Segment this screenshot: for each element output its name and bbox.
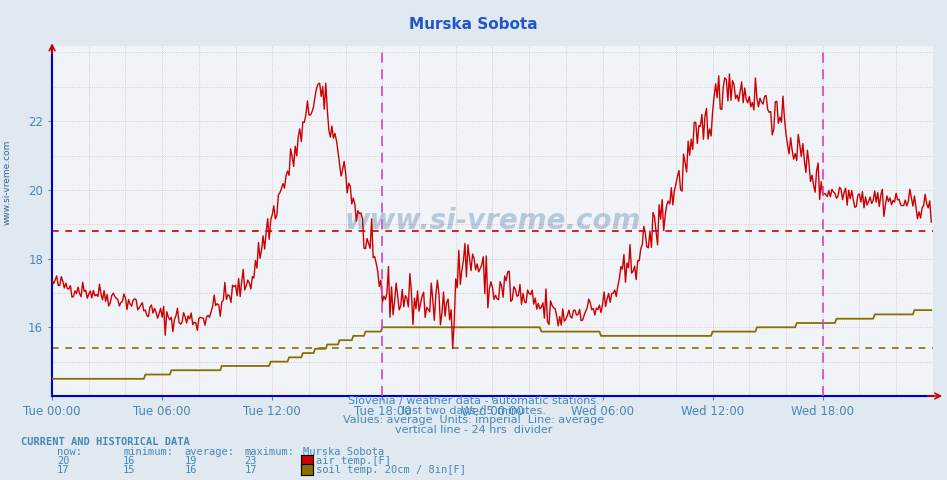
Text: Slovenia / weather data - automatic stations.: Slovenia / weather data - automatic stat… — [348, 396, 599, 406]
Text: 16: 16 — [185, 465, 197, 475]
Text: www.si-vreme.com: www.si-vreme.com — [3, 140, 12, 225]
Text: 16: 16 — [123, 456, 135, 466]
Text: Murska Sobota: Murska Sobota — [303, 446, 384, 456]
Text: 17: 17 — [57, 465, 69, 475]
Text: average:: average: — [185, 446, 235, 456]
Text: now:: now: — [57, 446, 81, 456]
Text: 19: 19 — [185, 456, 197, 466]
Text: last two days / 5 minutes.: last two days / 5 minutes. — [402, 406, 545, 416]
Text: maximum:: maximum: — [244, 446, 295, 456]
Text: 15: 15 — [123, 465, 135, 475]
Text: CURRENT AND HISTORICAL DATA: CURRENT AND HISTORICAL DATA — [21, 437, 189, 447]
Text: air temp.[F]: air temp.[F] — [316, 456, 391, 466]
Text: Values: average  Units: imperial  Line: average: Values: average Units: imperial Line: av… — [343, 415, 604, 425]
Text: www.si-vreme.com: www.si-vreme.com — [344, 207, 641, 235]
Text: Murska Sobota: Murska Sobota — [409, 17, 538, 32]
Text: 20: 20 — [57, 456, 69, 466]
Text: 23: 23 — [244, 456, 257, 466]
Text: soil temp. 20cm / 8in[F]: soil temp. 20cm / 8in[F] — [316, 465, 466, 475]
Text: vertical line - 24 hrs  divider: vertical line - 24 hrs divider — [395, 425, 552, 435]
Text: 17: 17 — [244, 465, 257, 475]
Text: minimum:: minimum: — [123, 446, 173, 456]
